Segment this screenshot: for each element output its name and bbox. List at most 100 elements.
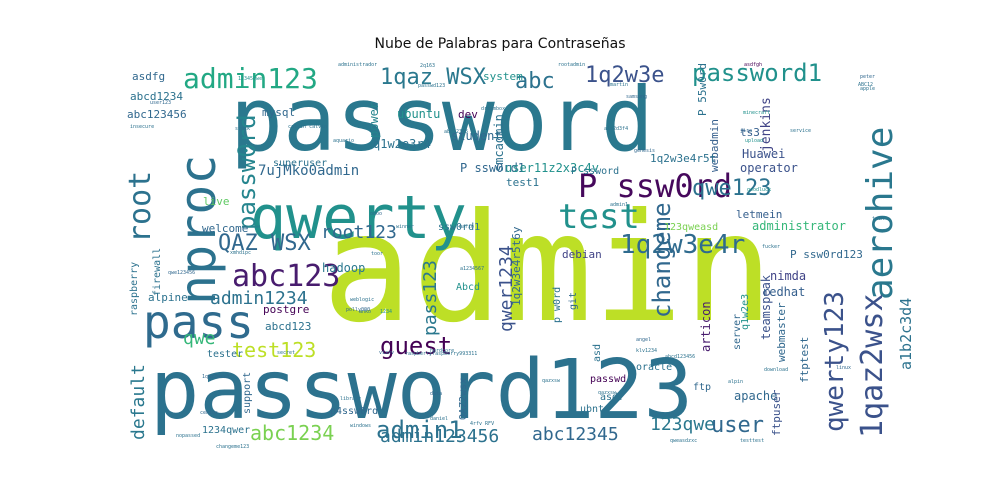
word-dreambox: dreambox xyxy=(481,106,505,112)
word-rootadmin: rootadmin xyxy=(558,62,585,68)
word-letmein: letmein xyxy=(736,208,782,221)
word-ssw0rd1: ssw0rd1 xyxy=(438,222,480,233)
word-superuser: superuser xyxy=(273,158,327,169)
word-admin123: admin123 xyxy=(183,62,318,95)
word-ftptest: ftptest xyxy=(798,337,811,383)
word-aerohive: aerohive xyxy=(860,127,901,300)
word-admin: admin xyxy=(322,182,774,356)
word-abcd1234: abcd1234 xyxy=(130,90,183,103)
word-postgre: postgre xyxy=(263,303,309,316)
word-123qwe: 123qwe xyxy=(650,414,715,435)
word-asdfgh: asdfgh xyxy=(744,62,762,68)
word-passwd: passwd xyxy=(590,374,626,385)
word-support: support xyxy=(242,372,253,414)
word-firewall: firewall xyxy=(152,248,163,296)
word-service: service xyxy=(790,128,811,134)
word-1qaz2wsx: 1qaz2wsx xyxy=(855,294,890,439)
word-password: password xyxy=(230,68,654,171)
word-admin1234: admin1234 xyxy=(210,288,308,309)
word-dev: dev xyxy=(458,108,478,121)
word-abc12345: abc12345 xyxy=(444,129,468,135)
word-redhat: redhat xyxy=(762,285,805,299)
word-winner: winner xyxy=(396,224,414,230)
word-user123: user123 xyxy=(150,100,171,106)
word-test: test xyxy=(558,197,640,237)
word-qaz2wsx: QAZ2wsx xyxy=(458,378,469,420)
word-qwer1234: qwer1234 xyxy=(496,245,517,332)
word-ftp: ftp xyxy=(693,382,711,393)
word-test1: test1 xyxy=(506,176,539,189)
word-hardcore: hardcore xyxy=(430,348,454,354)
word-abcd123456: abcd123456 xyxy=(665,354,695,360)
word-1qaz-wsx: 1qaz WSX xyxy=(380,65,487,90)
word-alpin: alpin xyxy=(728,379,743,385)
word-testtest: testtest xyxy=(740,438,764,444)
word-changeme123: changeme123 xyxy=(216,444,249,450)
word-4rfv-rfv: 4rfv RFV xyxy=(470,421,494,427)
word-admin1: admin1 xyxy=(610,202,628,208)
word-root: root xyxy=(123,171,158,243)
word-qweasdzxc: qweasdzxc xyxy=(670,438,697,444)
word-abc123456: abc123456 xyxy=(127,108,187,121)
word-minecraft: minecraft xyxy=(743,110,770,116)
word-ts3: ts3 xyxy=(740,126,760,139)
word-apple: apple xyxy=(860,86,875,92)
word-data: data xyxy=(430,391,442,397)
word-martin: martin xyxy=(610,82,628,88)
word-q1w2e3: q1w2e3 xyxy=(740,294,751,330)
word-jenkins: jenkins xyxy=(759,97,774,152)
word-passw0rd: passw0rd xyxy=(233,114,261,230)
word-raspberryraspberry993311: raspberryraspberry993311 xyxy=(405,351,477,357)
word-tester: tester xyxy=(207,349,243,360)
word-weblogic: weblogic xyxy=(350,297,374,303)
word-peter: peter xyxy=(860,74,875,80)
word-qwerty123: qwerty123 xyxy=(820,291,850,432)
word-a1234567: a1234567 xyxy=(460,266,484,272)
word-ubuntu: ubuntu xyxy=(397,107,440,121)
word-1qaz2wsx3: 1qaz2wsx3 xyxy=(202,374,229,380)
word-12345qwe: 12345qwe xyxy=(238,76,262,82)
chart-title: Nube de Palabras para Contraseñas xyxy=(374,36,626,52)
word-qazxsw: qazxsw xyxy=(542,378,561,384)
word-stack: stack xyxy=(235,126,250,132)
word-admin1: admin1 xyxy=(376,416,463,444)
word-calvin-calvin: calvin calvin xyxy=(288,124,327,130)
word-abcd: Abcd xyxy=(456,282,480,293)
word-samsung: samsung xyxy=(626,94,647,100)
word-genesis: genesis xyxy=(634,148,655,154)
word-123qweasd: 123qweasd xyxy=(664,222,718,233)
word-fucker: fucker xyxy=(762,244,780,250)
word-teamspeak: teamspeak xyxy=(759,274,773,340)
word-windows: windows xyxy=(350,423,371,429)
word-nproc: nproc xyxy=(169,154,227,305)
word-password123: password123 xyxy=(150,343,693,438)
word-asd: asd xyxy=(592,344,603,362)
word-power: power xyxy=(367,102,381,138)
word-mysql: mysql xyxy=(262,106,295,119)
word-a1s2d3f4: a1s2d3f4 xyxy=(604,126,628,132)
word-p-ssw0rd1: P ssw0rd1 xyxy=(460,161,525,175)
word-git: git xyxy=(568,292,579,310)
word-abc1234: abc1234 xyxy=(250,421,334,445)
word-apache: apache xyxy=(734,389,777,403)
word-goodluck: goodluck xyxy=(747,187,771,193)
word-passwd123: passwd123 xyxy=(418,83,445,89)
word-jira: jira xyxy=(740,128,752,134)
word-download: download xyxy=(764,367,788,373)
word-library: library xyxy=(340,396,361,402)
word-abc123: abc123 xyxy=(232,259,340,294)
word-nimda: nimda xyxy=(770,269,806,283)
word-p-ssword: P ssword xyxy=(571,166,619,177)
word-qaz-wsx: QAZ WSX xyxy=(218,231,311,256)
word-webadmin: webadmin xyxy=(708,119,721,172)
word-nopassed: nopassed xyxy=(176,433,200,439)
word-asdfg: asdfg xyxy=(132,70,165,83)
word-klv1234: klv1234 xyxy=(636,348,657,354)
word-p4ssw0rd: p4ssw0rd xyxy=(330,406,378,417)
word-oracle: oracle xyxy=(636,362,672,373)
word-webmaster: webmaster xyxy=(775,302,788,362)
word-server: server xyxy=(732,314,743,350)
word-pass: pass xyxy=(143,295,254,349)
word-user: user xyxy=(711,413,764,438)
